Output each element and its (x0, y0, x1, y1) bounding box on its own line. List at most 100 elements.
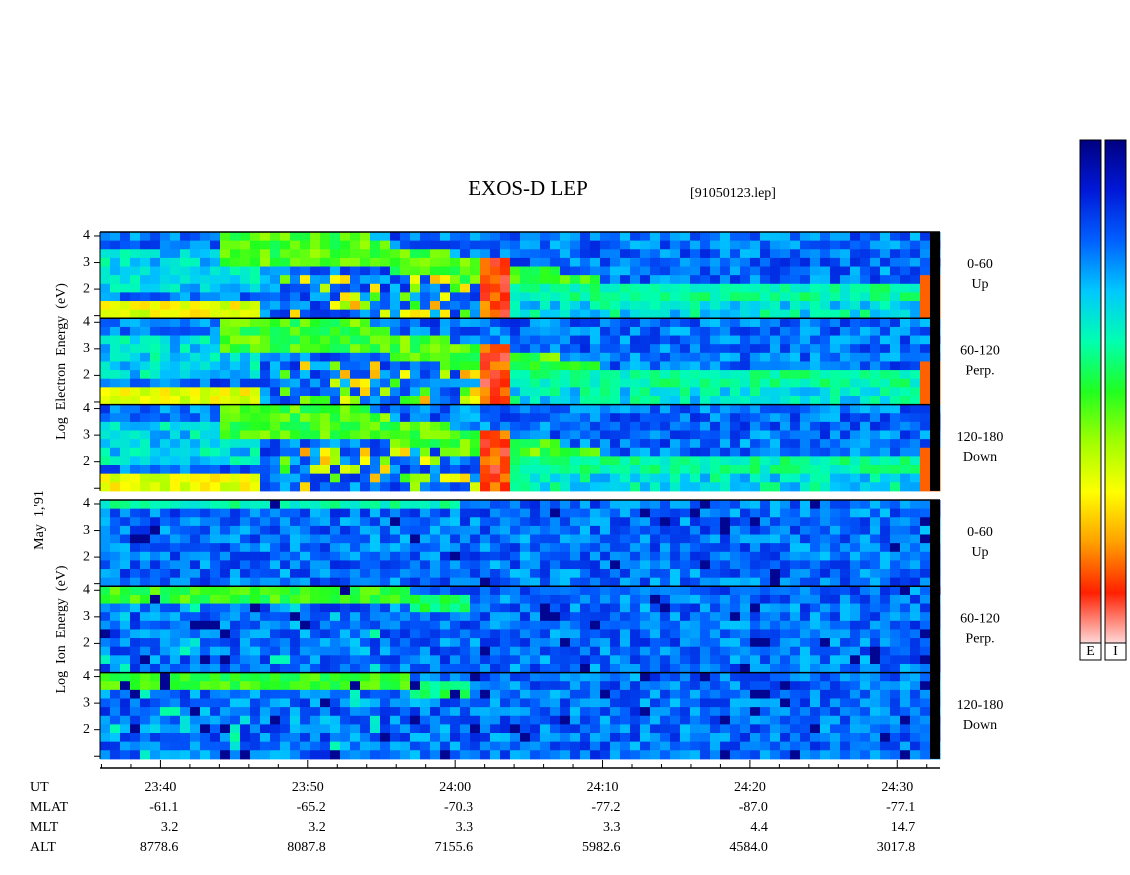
spectrogram-cell (500, 465, 511, 475)
spectrogram-cell (900, 517, 911, 527)
spectrogram-cell (490, 750, 501, 760)
spectrogram-cell (180, 603, 191, 613)
spectrogram-cell (170, 750, 181, 760)
spectrogram-cell (840, 430, 851, 440)
spectrogram-cell (790, 586, 801, 596)
spectrogram-cell (430, 387, 441, 397)
spectrogram-cell (280, 447, 291, 457)
spectrogram-cell (520, 232, 531, 242)
spectrogram-cell (210, 689, 221, 699)
spectrogram-cell (120, 586, 131, 596)
spectrogram-cell (530, 275, 541, 285)
spectrogram-cell (840, 569, 851, 579)
spectrogram-cell (660, 612, 671, 622)
spectrogram-cell (360, 232, 371, 242)
spectrogram-cell (260, 370, 271, 380)
spectrogram-cell (140, 395, 151, 406)
spectrogram-cell (690, 266, 701, 276)
spectrogram-cell (240, 594, 251, 605)
spectrogram-cell (100, 655, 111, 665)
spectrogram-cell (130, 560, 141, 570)
spectrogram-cell (820, 352, 831, 362)
spectrogram-cell (590, 439, 601, 449)
spectrogram-cell (660, 655, 671, 665)
spectrogram-cell (570, 603, 581, 613)
spectrogram-cell (530, 534, 541, 544)
spectrogram-cell (760, 482, 771, 492)
spectrogram-cell (630, 603, 641, 613)
spectrogram-cell (400, 646, 411, 656)
spectrogram-cell (420, 439, 431, 449)
spectrogram-cell (290, 724, 301, 734)
spectrogram-cell (890, 473, 901, 483)
spectrogram-cell (280, 655, 291, 665)
spectrogram-cell (810, 318, 821, 328)
spectrogram-cell (580, 508, 591, 518)
spectrogram-cell (790, 594, 801, 605)
spectrogram-cell (600, 698, 611, 708)
spectrogram-cell (910, 309, 921, 319)
spectrogram-cell (450, 681, 461, 691)
spectrogram-cell (730, 240, 741, 250)
spectrogram-cell (770, 240, 781, 250)
spectrogram-cell (800, 689, 811, 699)
spectrogram-cell (240, 707, 251, 717)
spectrogram-cell (690, 344, 701, 354)
spectrogram-cell (820, 663, 831, 674)
spectrogram-cell (440, 620, 451, 630)
spectrogram-cell (820, 378, 831, 388)
spectrogram-cell (910, 395, 921, 406)
spectrogram-cell (310, 266, 321, 276)
spectrogram-cell (630, 733, 641, 743)
spectrogram-cell (620, 352, 631, 362)
spectrogram-cell (470, 569, 481, 579)
spectrogram-cell (390, 292, 401, 302)
spectrogram-cell (410, 344, 421, 354)
spectrogram-cell (580, 620, 591, 630)
spectrogram-cell (740, 352, 751, 362)
spectrogram-cell (600, 586, 611, 596)
spectrogram-cell (220, 404, 231, 414)
spectrogram-cell (470, 482, 481, 492)
spectrogram-cell (880, 551, 891, 561)
spectrogram-cell (380, 482, 391, 492)
spectrogram-cell (370, 698, 381, 708)
spectrogram-cell (190, 387, 201, 397)
spectrogram-cell (390, 395, 401, 406)
spectrogram-cell (150, 569, 161, 579)
spectrogram-cell (630, 421, 641, 431)
spectrogram-cell (460, 482, 471, 492)
spectrogram-cell (690, 612, 701, 622)
spectrogram-cell (630, 681, 641, 691)
spectrogram-cell (830, 473, 841, 483)
spectrogram-cell (890, 508, 901, 518)
spectrogram-cell (470, 560, 481, 570)
spectrogram-cell (840, 257, 851, 268)
spectrogram-cell (330, 404, 341, 414)
spectrogram-cell (190, 525, 201, 536)
spectrogram-cell (170, 707, 181, 717)
spectrogram-cell (750, 750, 761, 760)
spectrogram-cell (110, 447, 121, 457)
spectrogram-cell (670, 326, 681, 337)
spectrogram-cell (390, 275, 401, 285)
spectrogram-cell (250, 370, 261, 380)
spectrogram-cell (370, 689, 381, 699)
spectrogram-cell (600, 620, 611, 630)
spectrogram-cell (850, 569, 861, 579)
spectrogram-cell (360, 689, 371, 699)
spectrogram-cell (590, 629, 601, 639)
spectrogram-cell (850, 370, 861, 380)
spectrogram-cell (480, 456, 491, 466)
spectrogram-cell (270, 266, 281, 276)
spectrogram-cell (580, 240, 591, 250)
spectrogram-cell (870, 620, 881, 630)
spectrogram-cell (520, 500, 531, 510)
spectrogram-cell (580, 655, 591, 665)
spectrogram-cell (460, 620, 471, 630)
spectrogram-cell (430, 257, 441, 268)
spectrogram-cell (210, 525, 221, 536)
spectrogram-cell (120, 301, 131, 311)
spectrogram-cell (730, 413, 741, 423)
spectrogram-cell (570, 344, 581, 354)
